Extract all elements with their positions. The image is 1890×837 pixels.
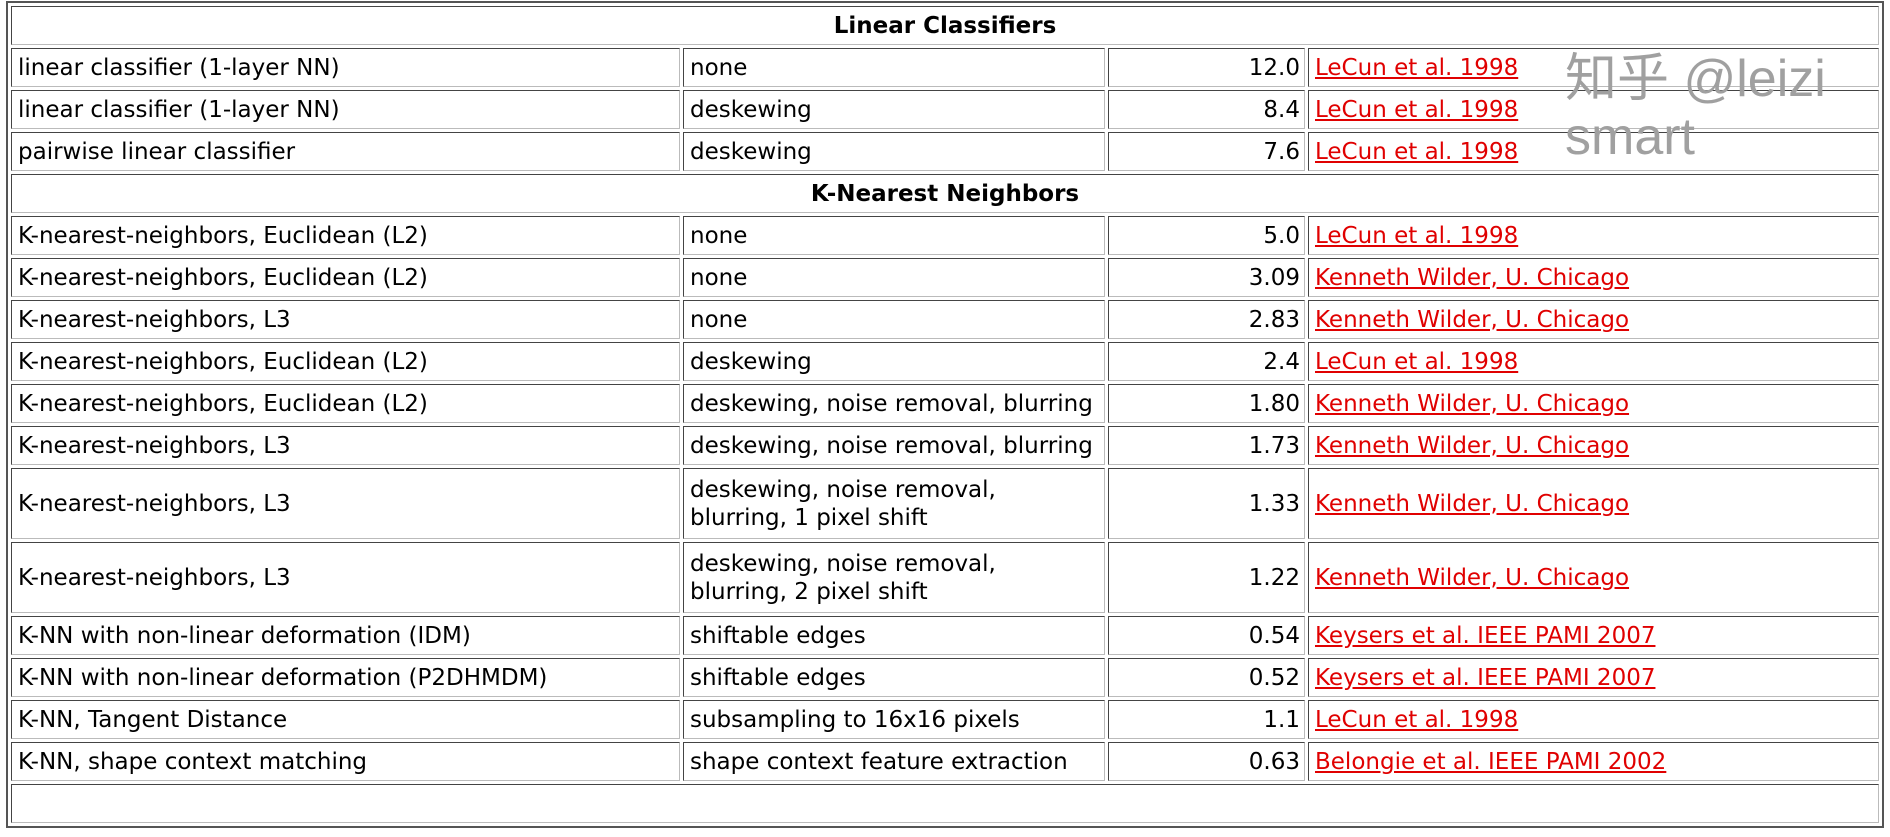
- preprocessing-cell: deskewing: [683, 132, 1105, 171]
- error-rate-cell: 3.09: [1108, 258, 1305, 297]
- results-table: Linear Classifiers linear classifier (1-l…: [6, 1, 1884, 828]
- error-rate-cell: 1.33: [1108, 468, 1305, 539]
- reference-link[interactable]: Keysers et al. IEEE PAMI 2007: [1315, 664, 1656, 691]
- table-row: linear classifier (1-layer NN) deskewing 8…: [11, 90, 1879, 129]
- classifier-cell: K-NN, shape context matching: [11, 742, 680, 781]
- preprocessing-cell: none: [683, 216, 1105, 255]
- reference-link[interactable]: Kenneth Wilder, U. Chicago: [1315, 564, 1630, 591]
- reference-cell: LeCun et al. 1998: [1308, 216, 1879, 255]
- classifier-cell: linear classifier (1-layer NN): [11, 48, 680, 87]
- section-title: K-Nearest Neighbors: [11, 174, 1879, 213]
- section-header-row: K-Nearest Neighbors: [11, 174, 1879, 213]
- classifier-cell: K-nearest-neighbors, L3: [11, 468, 680, 539]
- preprocessing-cell: subsampling to 16x16 pixels: [683, 700, 1105, 739]
- reference-cell: LeCun et al. 1998: [1308, 48, 1879, 87]
- reference-link[interactable]: LeCun et al. 1998: [1315, 706, 1519, 733]
- reference-cell: Kenneth Wilder, U. Chicago: [1308, 542, 1879, 613]
- classifier-cell: K-nearest-neighbors, L3: [11, 300, 680, 339]
- classifier-cell: K-nearest-neighbors, Euclidean (L2): [11, 384, 680, 423]
- reference-cell: LeCun et al. 1998: [1308, 132, 1879, 171]
- reference-link[interactable]: Kenneth Wilder, U. Chicago: [1315, 490, 1630, 517]
- next-section-row: [11, 784, 1879, 823]
- table-row: pairwise linear classifier deskewing 7.6 Le…: [11, 132, 1879, 171]
- reference-link[interactable]: LeCun et al. 1998: [1315, 138, 1519, 165]
- error-rate-cell: 7.6: [1108, 132, 1305, 171]
- classifier-cell: K-nearest-neighbors, Euclidean (L2): [11, 258, 680, 297]
- classifier-cell: K-nearest-neighbors, Euclidean (L2): [11, 216, 680, 255]
- section-title: Linear Classifiers: [11, 6, 1879, 45]
- preprocessing-cell: shiftable edges: [683, 658, 1105, 697]
- reference-cell: Keysers et al. IEEE PAMI 2007: [1308, 616, 1879, 655]
- reference-cell: Kenneth Wilder, U. Chicago: [1308, 468, 1879, 539]
- reference-cell: Keysers et al. IEEE PAMI 2007: [1308, 658, 1879, 697]
- table-row: K-nearest-neighbors, L3 deskewing, noise …: [11, 468, 1879, 539]
- reference-link[interactable]: Belongie et al. IEEE PAMI 2002: [1315, 748, 1667, 775]
- classifier-cell: K-NN with non-linear deformation (P2DHMD…: [11, 658, 680, 697]
- preprocessing-cell: shape context feature extraction: [683, 742, 1105, 781]
- preprocessing-cell: deskewing, noise removal, blurring, 2 pi…: [683, 542, 1105, 613]
- reference-cell: LeCun et al. 1998: [1308, 700, 1879, 739]
- error-rate-cell: 1.1: [1108, 700, 1305, 739]
- error-rate-cell: 1.73: [1108, 426, 1305, 465]
- preprocessing-cell: none: [683, 48, 1105, 87]
- reference-cell: Kenneth Wilder, U. Chicago: [1308, 300, 1879, 339]
- classifier-cell: K-NN, Tangent Distance: [11, 700, 680, 739]
- reference-cell: Belongie et al. IEEE PAMI 2002: [1308, 742, 1879, 781]
- reference-link[interactable]: LeCun et al. 1998: [1315, 222, 1519, 249]
- error-rate-cell: 0.54: [1108, 616, 1305, 655]
- table-row: K-nearest-neighbors, Euclidean (L2) none 3…: [11, 258, 1879, 297]
- error-rate-cell: 5.0: [1108, 216, 1305, 255]
- reference-cell: Kenneth Wilder, U. Chicago: [1308, 384, 1879, 423]
- reference-link[interactable]: Keysers et al. IEEE PAMI 2007: [1315, 622, 1656, 649]
- reference-cell: Kenneth Wilder, U. Chicago: [1308, 426, 1879, 465]
- classifier-cell: K-nearest-neighbors, L3: [11, 426, 680, 465]
- error-rate-cell: 8.4: [1108, 90, 1305, 129]
- reference-cell: Kenneth Wilder, U. Chicago: [1308, 258, 1879, 297]
- preprocessing-cell: none: [683, 300, 1105, 339]
- reference-link[interactable]: Kenneth Wilder, U. Chicago: [1315, 390, 1630, 417]
- table-row: K-NN, shape context matching shape contex…: [11, 742, 1879, 781]
- table-row: K-nearest-neighbors, Euclidean (L2) deske…: [11, 342, 1879, 381]
- preprocessing-cell: shiftable edges: [683, 616, 1105, 655]
- reference-link[interactable]: Kenneth Wilder, U. Chicago: [1315, 432, 1630, 459]
- table-row: K-NN, Tangent Distance subsampling to 16x…: [11, 700, 1879, 739]
- error-rate-cell: 12.0: [1108, 48, 1305, 87]
- table-row: K-nearest-neighbors, L3 none 2.83 Kenneth W…: [11, 300, 1879, 339]
- preprocessing-cell: deskewing, noise removal, blurring, 1 pi…: [683, 468, 1105, 539]
- table-row: K-NN with non-linear deformation (P2DHMD…: [11, 658, 1879, 697]
- reference-link[interactable]: LeCun et al. 1998: [1315, 54, 1519, 81]
- preprocessing-cell: none: [683, 258, 1105, 297]
- reference-link[interactable]: Kenneth Wilder, U. Chicago: [1315, 264, 1630, 291]
- error-rate-cell: 2.83: [1108, 300, 1305, 339]
- classifier-cell: K-nearest-neighbors, L3: [11, 542, 680, 613]
- table-row: K-NN with non-linear deformation (IDM) sh…: [11, 616, 1879, 655]
- table-row: K-nearest-neighbors, Euclidean (L2) deske…: [11, 384, 1879, 423]
- reference-cell: LeCun et al. 1998: [1308, 90, 1879, 129]
- classifier-cell: K-nearest-neighbors, Euclidean (L2): [11, 342, 680, 381]
- preprocessing-cell: deskewing, noise removal, blurring: [683, 426, 1105, 465]
- section-header-row: Linear Classifiers: [11, 6, 1879, 45]
- preprocessing-cell: deskewing: [683, 342, 1105, 381]
- reference-link[interactable]: LeCun et al. 1998: [1315, 96, 1519, 123]
- table-row: K-nearest-neighbors, Euclidean (L2) none 5…: [11, 216, 1879, 255]
- table-row: K-nearest-neighbors, L3 deskewing, noise …: [11, 542, 1879, 613]
- reference-link[interactable]: Kenneth Wilder, U. Chicago: [1315, 306, 1630, 333]
- table-row: linear classifier (1-layer NN) none 12.0 Le…: [11, 48, 1879, 87]
- preprocessing-cell: deskewing: [683, 90, 1105, 129]
- reference-link[interactable]: LeCun et al. 1998: [1315, 348, 1519, 375]
- classifier-cell: pairwise linear classifier: [11, 132, 680, 171]
- error-rate-cell: 1.22: [1108, 542, 1305, 613]
- error-rate-cell: 2.4: [1108, 342, 1305, 381]
- error-rate-cell: 0.63: [1108, 742, 1305, 781]
- error-rate-cell: 1.80: [1108, 384, 1305, 423]
- classifier-cell: K-NN with non-linear deformation (IDM): [11, 616, 680, 655]
- reference-cell: LeCun et al. 1998: [1308, 342, 1879, 381]
- table-row: K-nearest-neighbors, L3 deskewing, noise …: [11, 426, 1879, 465]
- error-rate-cell: 0.52: [1108, 658, 1305, 697]
- preprocessing-cell: deskewing, noise removal, blurring: [683, 384, 1105, 423]
- classifier-cell: linear classifier (1-layer NN): [11, 90, 680, 129]
- next-section-cell: [11, 784, 1879, 823]
